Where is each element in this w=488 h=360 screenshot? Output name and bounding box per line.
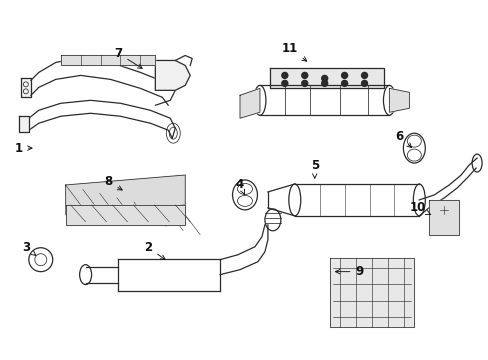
Text: 11: 11 [281,42,306,61]
Circle shape [301,72,307,78]
Text: 1: 1 [15,141,32,155]
Circle shape [361,72,367,78]
Polygon shape [329,258,413,328]
Circle shape [341,80,347,86]
Text: 3: 3 [22,241,36,255]
Circle shape [341,72,347,78]
Polygon shape [61,55,155,66]
Polygon shape [65,205,185,225]
Polygon shape [19,116,29,132]
Text: 9: 9 [335,265,363,278]
Text: 7: 7 [114,47,142,68]
Text: 6: 6 [394,130,411,148]
Circle shape [301,80,307,86]
Polygon shape [155,60,190,90]
Text: 4: 4 [235,179,244,194]
Polygon shape [428,200,458,235]
Circle shape [281,80,287,86]
Text: 8: 8 [104,175,122,190]
Circle shape [321,75,327,81]
Circle shape [361,80,367,86]
Polygon shape [21,78,31,97]
Polygon shape [388,88,408,112]
Text: 5: 5 [310,158,318,178]
Polygon shape [65,175,185,215]
Polygon shape [269,68,384,88]
Polygon shape [240,88,260,118]
Text: 10: 10 [408,201,430,215]
Circle shape [321,80,327,86]
Circle shape [281,72,287,78]
Text: 2: 2 [144,241,165,260]
